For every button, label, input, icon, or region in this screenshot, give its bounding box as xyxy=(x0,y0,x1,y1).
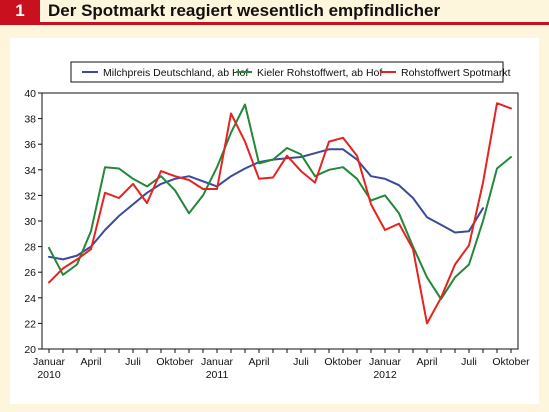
x-tick-year-label: 2011 xyxy=(206,369,229,381)
x-tick-label: Oktober xyxy=(324,356,362,368)
x-tick-label: April xyxy=(416,356,437,368)
y-tick-label: 24 xyxy=(24,293,36,305)
y-tick-label: 38 xyxy=(24,114,36,126)
figure-header: 1 Der Spotmarkt reagiert wesentlich empf… xyxy=(0,0,549,25)
y-tick-label: 26 xyxy=(24,267,36,279)
x-tick-label: Juli xyxy=(461,356,477,368)
x-tick-year-label: 2012 xyxy=(373,369,397,381)
series-line-1 xyxy=(48,148,484,261)
y-tick-label: 36 xyxy=(24,139,36,151)
y-tick-label: 40 xyxy=(24,88,36,100)
x-tick-label: April xyxy=(248,356,269,368)
series-line-2 xyxy=(48,103,512,301)
x-tick-label: Oktober xyxy=(156,356,194,368)
y-tick-label: 34 xyxy=(24,165,36,177)
x-tick-label: Januar xyxy=(369,356,402,368)
figure-number-badge: 1 xyxy=(0,0,40,22)
chart-panel: 20 22 24 26 28 30 32 34 36 38 40 Januar 2010 April Jul… xyxy=(10,38,539,404)
x-tick-label: April xyxy=(80,356,101,368)
y-tick-label: 30 xyxy=(24,216,36,228)
series-line-3 xyxy=(48,102,512,325)
legend-box xyxy=(70,61,504,83)
y-tick-label: 22 xyxy=(24,318,36,330)
x-tick-year-label: 2010 xyxy=(37,369,61,381)
y-tick-label: 32 xyxy=(24,190,36,202)
x-tick-label: Oktober xyxy=(492,356,530,368)
y-tick-label: 28 xyxy=(24,242,36,254)
y-tick-label: 20 xyxy=(24,344,36,356)
chart-title: Der Spotmarkt reagiert wesentlich empfin… xyxy=(48,1,441,20)
x-tick-label: Januar xyxy=(201,356,234,368)
legend-label-2: Kieler Rohstoffwert, ab Hof xyxy=(257,67,382,79)
legend-label-3: Rohstoffwert Spotmarkt xyxy=(401,67,511,79)
x-tick-label: Juli xyxy=(293,356,309,368)
legend-label-1: Milchpreis Deutschland, ab Hof xyxy=(103,67,248,79)
x-tick-label: Januar xyxy=(33,356,66,368)
x-tick-label: Juli xyxy=(125,356,141,368)
